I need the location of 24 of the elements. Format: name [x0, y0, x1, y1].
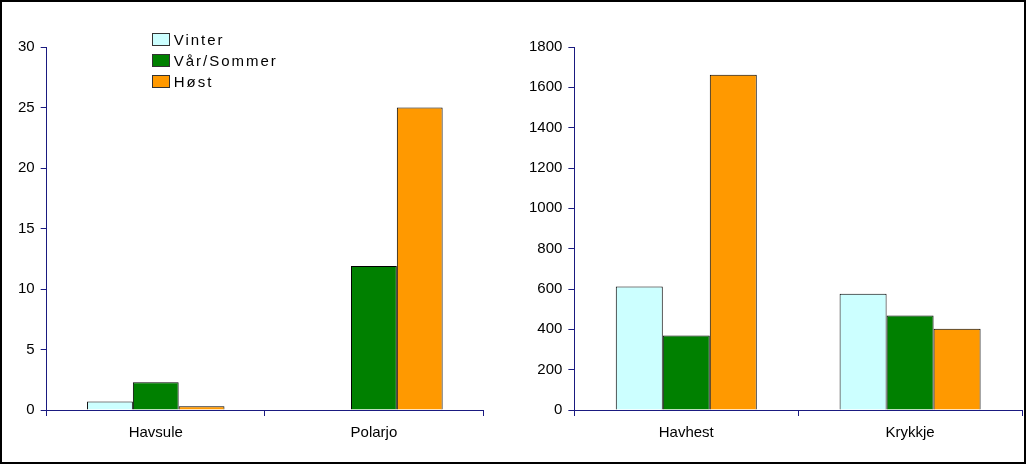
legend-label: Vinter: [173, 31, 225, 48]
y-tick-label: 1000: [528, 198, 563, 216]
y-tick-label: 15: [18, 218, 35, 236]
y-tick-label: 20: [18, 158, 35, 176]
y-tick-label: 1600: [528, 77, 563, 95]
legend-label: Høst: [173, 73, 214, 90]
y-tick-label: 25: [18, 97, 35, 115]
y-tick-label: 1400: [528, 117, 563, 135]
y-tick-label: 0: [554, 400, 563, 418]
y-tick-label: 1800: [528, 37, 563, 55]
y-tick-label: 600: [537, 279, 563, 297]
y-tick-label: 5: [26, 339, 35, 357]
legend-label: Vår/Sommer: [173, 52, 278, 69]
y-tick-label: 800: [537, 238, 563, 256]
y-tick-label: 0: [26, 400, 35, 418]
x-tick-label: Havsule: [128, 423, 183, 441]
y-tick-label: 200: [537, 359, 563, 377]
y-tick-label: 400: [537, 319, 563, 337]
y-tick-label: 30: [18, 37, 35, 55]
x-tick-label: Polarjo: [350, 423, 398, 441]
x-tick-label: Havhest: [658, 423, 715, 441]
y-tick-label: 1200: [528, 158, 563, 176]
y-tick-label: 10: [18, 279, 35, 297]
x-tick-label: Krykkje: [885, 423, 935, 441]
